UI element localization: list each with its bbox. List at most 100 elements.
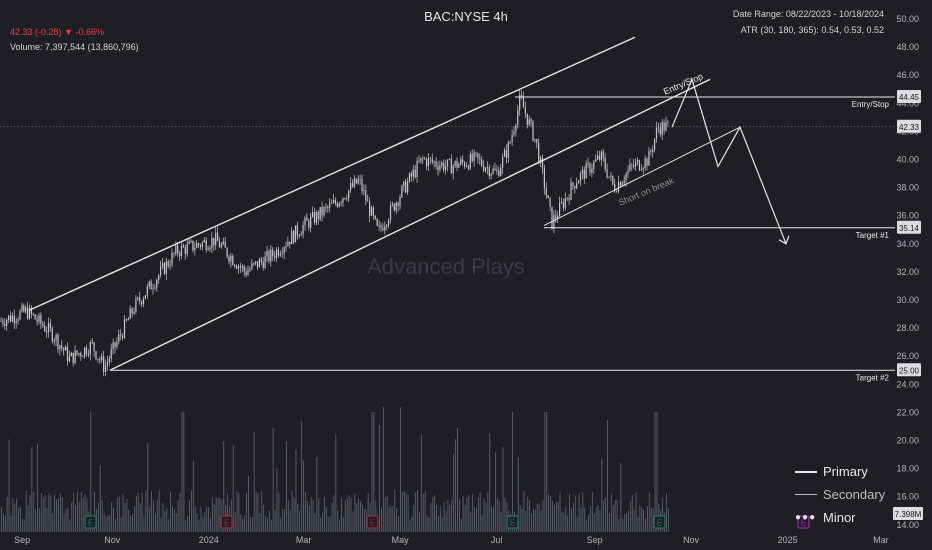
volume-bar bbox=[559, 492, 561, 532]
price-candle-body bbox=[386, 225, 388, 227]
volume-bar bbox=[137, 493, 139, 532]
earnings-marker-label: E bbox=[224, 519, 229, 528]
earnings-marker-icon bbox=[506, 515, 519, 529]
price-candle-body bbox=[595, 159, 597, 162]
volume-bar bbox=[527, 496, 529, 532]
volume-bar bbox=[495, 452, 496, 532]
time-tick-label: 2024 bbox=[199, 535, 219, 545]
volume-bar bbox=[158, 490, 160, 532]
volume-bar bbox=[189, 500, 190, 532]
price-candle-body bbox=[32, 313, 34, 315]
volume-bar bbox=[6, 496, 8, 532]
price-candle-body bbox=[135, 298, 137, 313]
price-candle-body bbox=[260, 259, 262, 262]
volume-bar bbox=[595, 507, 597, 532]
volume-bar bbox=[654, 412, 656, 532]
volume-bar bbox=[460, 518, 462, 532]
volume-bar bbox=[458, 499, 460, 532]
price-candle-body bbox=[123, 319, 126, 338]
volume-bar bbox=[179, 492, 181, 532]
volume-bar bbox=[270, 519, 272, 532]
volume-bar bbox=[211, 496, 213, 532]
volume-bar bbox=[609, 513, 610, 532]
volume-bar bbox=[373, 412, 375, 532]
volume-bar bbox=[154, 514, 156, 532]
volume-bar bbox=[12, 498, 14, 532]
price-candle-body bbox=[173, 253, 175, 254]
price-candle-body bbox=[471, 153, 473, 161]
price-candle-body bbox=[213, 237, 215, 246]
price-candle-body bbox=[484, 168, 487, 171]
volume-bar bbox=[428, 517, 430, 532]
volume-bar bbox=[430, 502, 432, 532]
price-candle-body bbox=[243, 266, 245, 272]
entry-stop-badge-text: 44.45 bbox=[899, 93, 920, 102]
volume-bar bbox=[40, 493, 42, 532]
volume-bar bbox=[434, 495, 436, 532]
volume-bar bbox=[624, 514, 626, 532]
price-candle-body bbox=[380, 225, 382, 228]
volume-bar bbox=[306, 500, 308, 532]
volume-bar bbox=[476, 508, 477, 532]
price-candle-body bbox=[378, 225, 380, 227]
volume-bar bbox=[335, 434, 337, 532]
price-candle-body bbox=[644, 158, 646, 168]
price-candle-body bbox=[291, 230, 293, 245]
price-axis[interactable]: 14.00 16.00 18.00 20.00 22.00 24.00 26.00 28.00… bbox=[893, 14, 923, 530]
price-candle-body bbox=[598, 155, 601, 160]
volume-bar bbox=[261, 491, 263, 532]
volume-bar bbox=[666, 493, 667, 532]
volume-bar bbox=[572, 502, 574, 532]
volume-bar bbox=[291, 490, 293, 532]
price-candle-body bbox=[427, 157, 430, 167]
price-candle-body bbox=[433, 161, 435, 163]
price-candle-body bbox=[395, 202, 397, 211]
price-candle-body bbox=[30, 307, 32, 314]
price-candle-body bbox=[528, 119, 530, 125]
price-candle-body bbox=[363, 190, 365, 191]
volume-bar bbox=[447, 500, 449, 532]
time-axis[interactable]: Sep Nov 2024 Mar May Jul Sep Nov 2025 Mar bbox=[14, 535, 889, 545]
price-candle-body bbox=[114, 342, 116, 348]
price-candle-body bbox=[540, 157, 542, 163]
target-2-label: Target #2 bbox=[856, 373, 890, 382]
price-candle-body bbox=[205, 240, 207, 250]
price-candle-body bbox=[218, 241, 221, 248]
volume-bar bbox=[362, 504, 363, 532]
volume-bar bbox=[569, 493, 570, 532]
price-candle-body bbox=[110, 349, 112, 359]
price-candle-body bbox=[36, 319, 38, 322]
volume-bar bbox=[135, 495, 137, 532]
volume-bar bbox=[145, 490, 147, 532]
volume-bar bbox=[343, 517, 344, 532]
price-candle-body bbox=[342, 198, 344, 203]
price-candle-body bbox=[277, 249, 279, 256]
volume-bar bbox=[411, 516, 413, 532]
volume-bar bbox=[46, 507, 48, 532]
volume-bar bbox=[531, 513, 532, 532]
price-candle-body bbox=[401, 186, 403, 198]
price-candle-body bbox=[530, 119, 532, 122]
price-candle-body bbox=[112, 342, 114, 350]
volume-bar bbox=[109, 514, 111, 532]
price-candle-body bbox=[579, 173, 582, 181]
volume-bar bbox=[160, 517, 162, 532]
price-candle-body bbox=[633, 165, 635, 167]
price-candle-body bbox=[456, 161, 458, 168]
volume-bar bbox=[521, 508, 523, 532]
volume-bar bbox=[612, 505, 614, 532]
price-candle-body bbox=[350, 183, 352, 191]
volume-bar bbox=[151, 491, 152, 532]
price-candle-body bbox=[477, 153, 479, 159]
price-candle-body bbox=[49, 323, 51, 329]
price-candle-body bbox=[294, 225, 297, 243]
price-candle-body bbox=[348, 190, 350, 199]
price-candle-body bbox=[268, 250, 270, 262]
price-candle-body bbox=[353, 178, 355, 187]
price-candle-body bbox=[4, 323, 6, 326]
legend-primary: Primary bbox=[795, 460, 915, 483]
